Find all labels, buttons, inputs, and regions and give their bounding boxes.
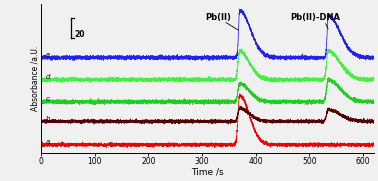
- Text: d: d: [45, 74, 50, 80]
- X-axis label: Time /s: Time /s: [191, 168, 224, 177]
- Text: Pb(II)-DNA: Pb(II)-DNA: [290, 13, 340, 22]
- Text: e: e: [45, 52, 50, 58]
- Text: b: b: [45, 116, 50, 122]
- Text: a: a: [45, 139, 50, 145]
- Text: 20: 20: [74, 30, 85, 39]
- Y-axis label: Absorbance /a.U.: Absorbance /a.U.: [31, 46, 40, 111]
- Text: c: c: [45, 96, 49, 102]
- Text: Pb(II): Pb(II): [205, 13, 231, 22]
